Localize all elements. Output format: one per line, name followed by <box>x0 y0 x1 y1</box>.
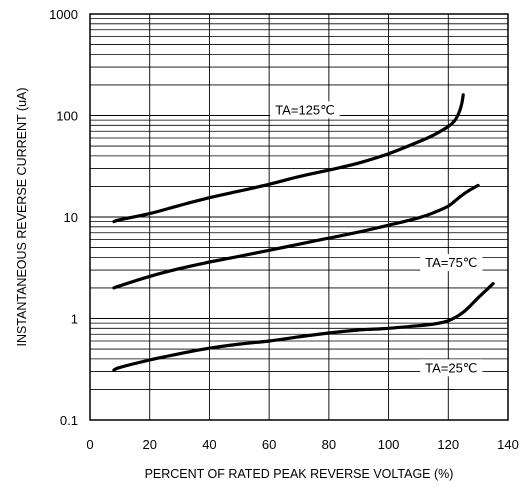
y-tick-label: 100 <box>56 109 78 124</box>
y-tick-label: 0.1 <box>60 413 78 428</box>
series-line <box>112 93 465 224</box>
x-tick-label: 60 <box>262 437 276 452</box>
plot-frame <box>89 13 509 421</box>
curve-label: TA=25℃ <box>420 359 483 377</box>
curve-label-background <box>270 101 340 119</box>
y-tick-label: 10 <box>64 210 78 225</box>
curve-label-background <box>420 359 483 377</box>
curve-label-text: TA=75℃ <box>425 255 477 270</box>
x-tick-label: 120 <box>437 437 459 452</box>
curve-label: TA=125℃ <box>270 101 340 119</box>
curve-label-background <box>420 254 483 272</box>
series-curves <box>112 93 495 372</box>
y-tick-label: 1 <box>71 312 78 327</box>
x-tick-label: 80 <box>322 437 336 452</box>
x-axis-label: PERCENT OF RATED PEAK REVERSE VOLTAGE (%… <box>145 467 454 481</box>
x-tick-label: 0 <box>86 437 93 452</box>
x-axis: 0 20 40 60 80 100 120 140 <box>86 437 518 452</box>
y-axis: 0.1 1 10 100 1000 <box>49 7 78 428</box>
x-tick-label: 20 <box>142 437 156 452</box>
curve-label: TA=75℃ <box>420 254 483 272</box>
curve-label-text: TA=25℃ <box>425 360 477 375</box>
x-tick-label: 140 <box>497 437 519 452</box>
curve-label-text: TA=125℃ <box>275 102 335 117</box>
series-line <box>112 282 495 372</box>
curve-labels: TA=125℃ TA=75℃ TA=25℃ <box>270 101 483 377</box>
y-tick-label: 1000 <box>49 7 78 22</box>
x-tick-label: 40 <box>202 437 216 452</box>
y-axis-label: INSTANTANEOUS REVERSE CURRENT (uA) <box>15 87 29 346</box>
series-line <box>112 183 480 290</box>
x-tick-label: 100 <box>378 437 400 452</box>
